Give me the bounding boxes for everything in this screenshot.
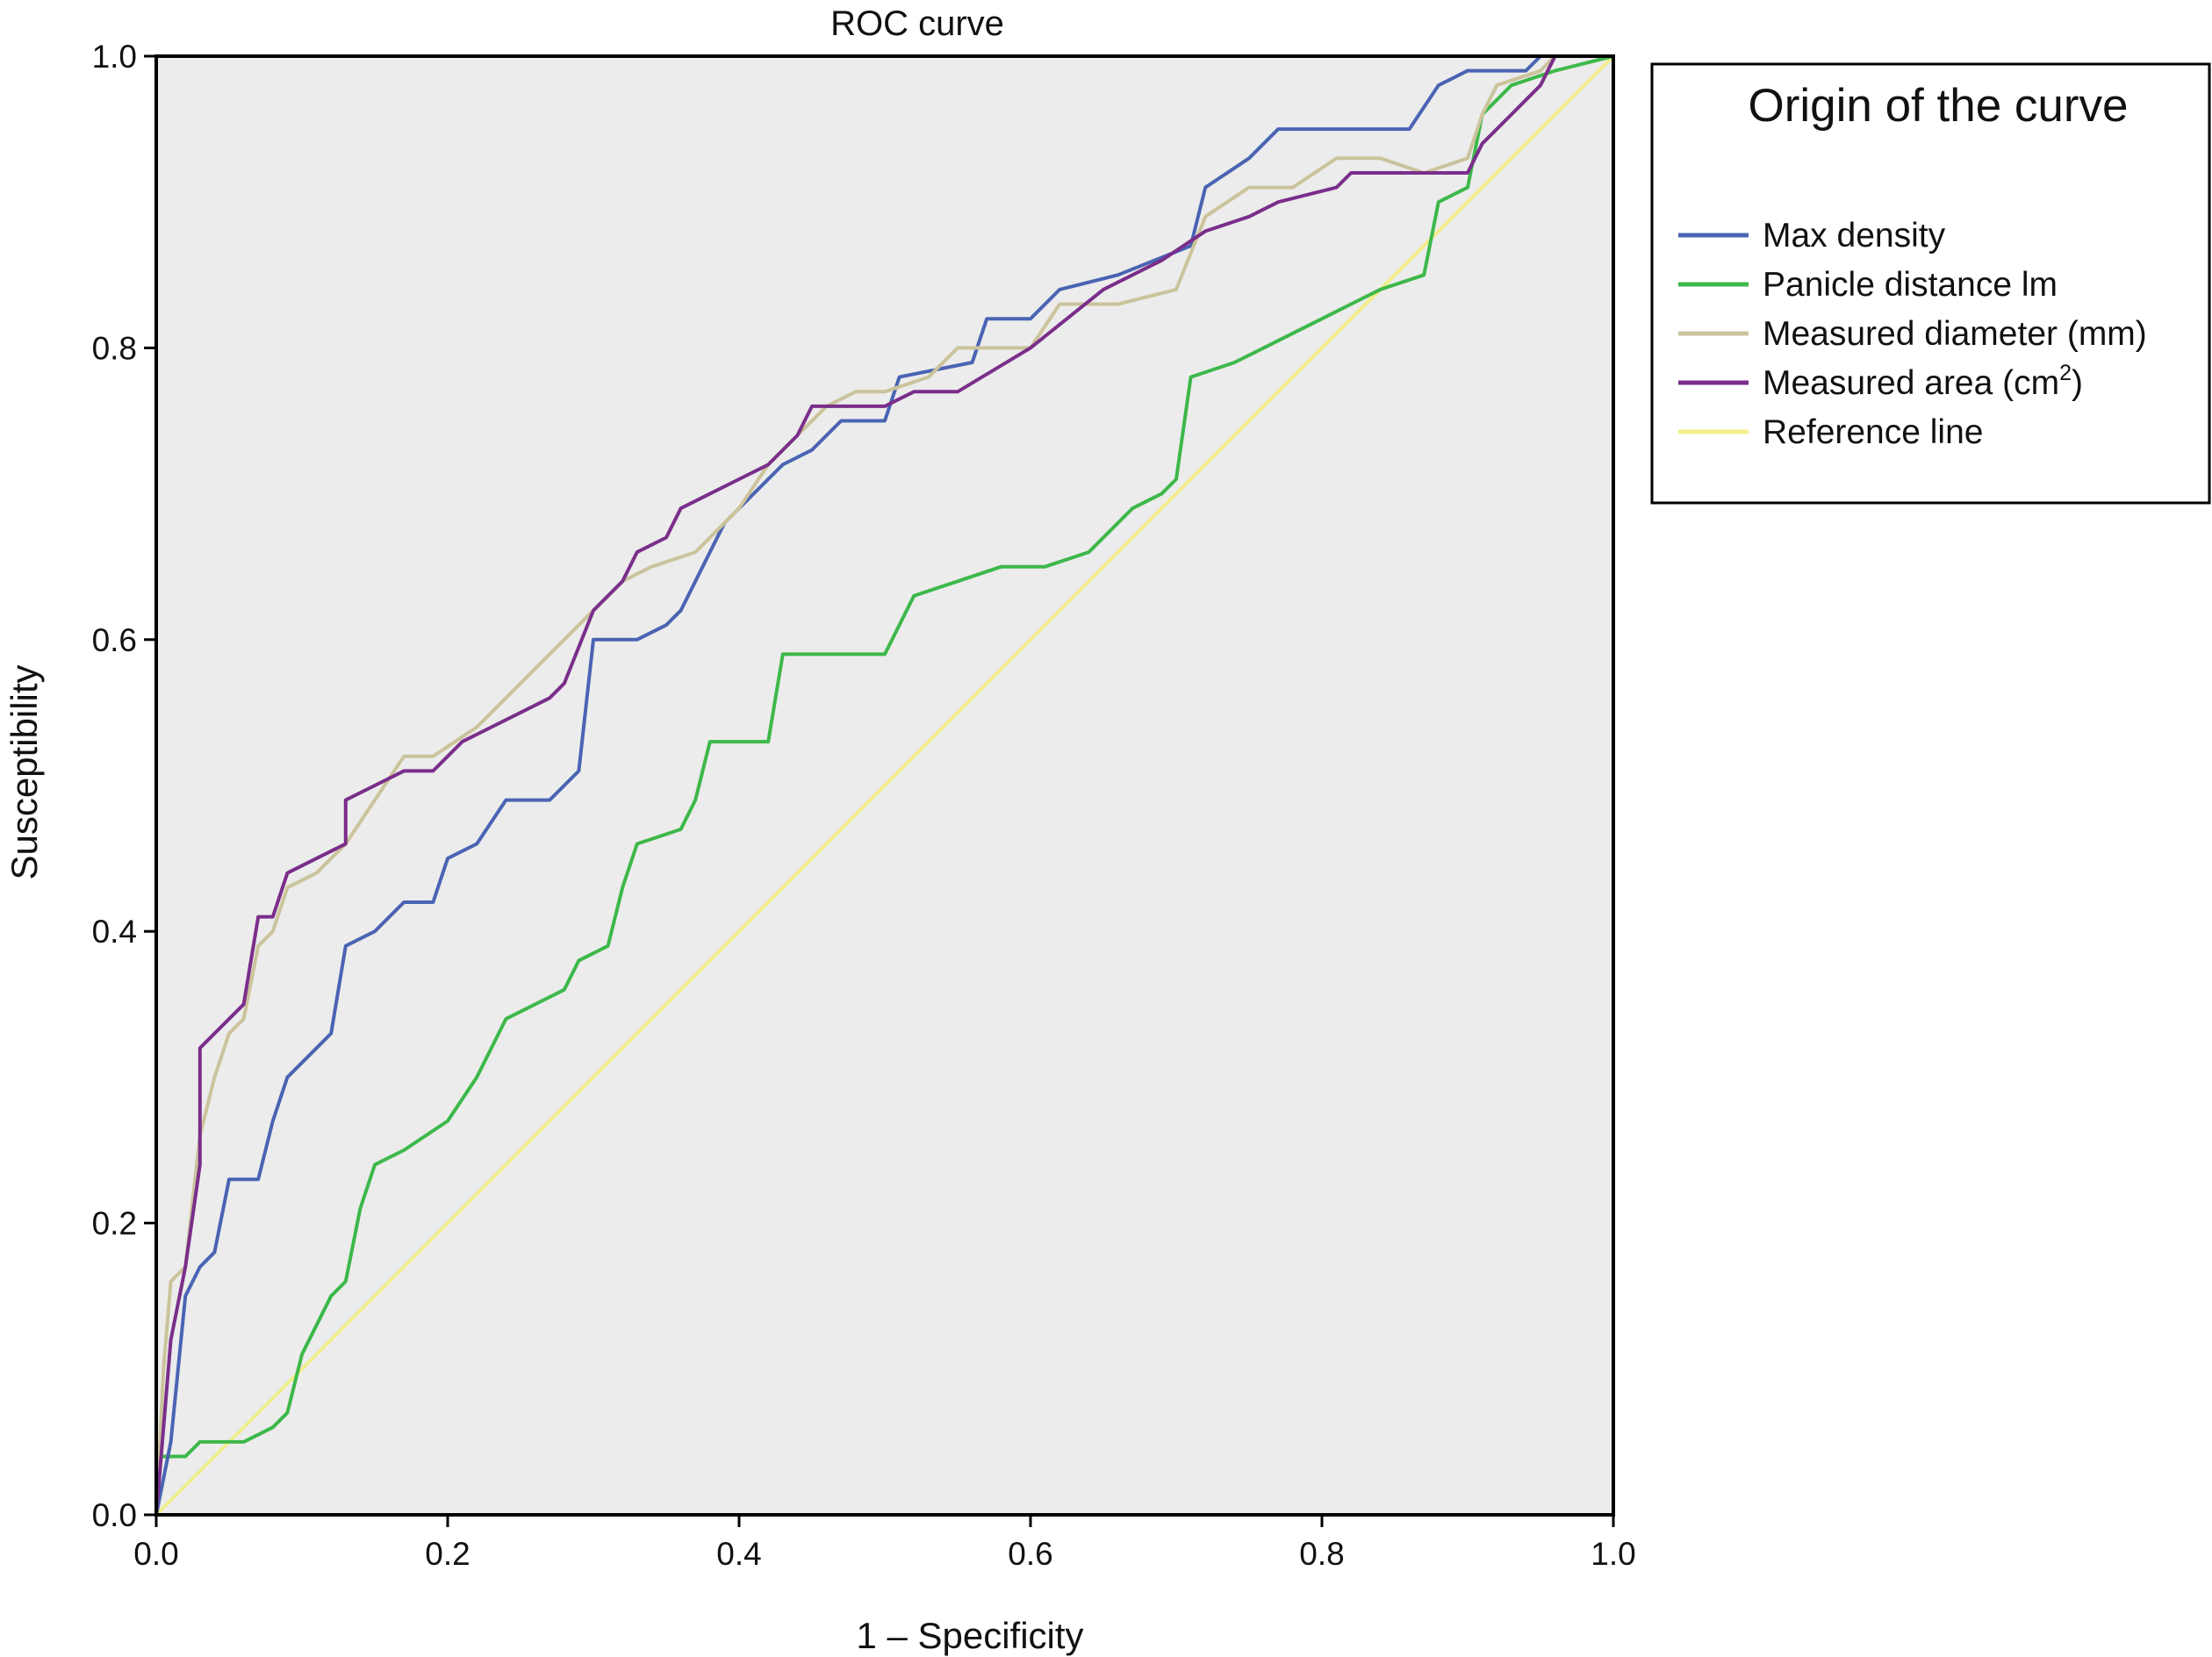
y-tick-label: 0.2 — [92, 1206, 137, 1242]
y-tick-label: 0.6 — [92, 622, 137, 658]
legend-label: Max density — [1763, 217, 1946, 255]
legend-label: Reference line — [1763, 413, 1983, 451]
y-axis-title: Susceptibility — [4, 664, 45, 879]
series-line-measured-diameter-mm — [154, 54, 1613, 1516]
legend-label: Measured area (cm2) — [1763, 361, 2083, 402]
y-tick-label: 1.0 — [92, 39, 137, 75]
legend-label: Measured diameter (mm) — [1763, 315, 2147, 353]
series-line-reference-line — [154, 54, 1615, 1517]
series-layer — [154, 54, 1615, 1517]
x-tick-label: 1.0 — [1591, 1536, 1635, 1572]
x-tick-label: 0.6 — [1008, 1536, 1052, 1572]
x-axis-title: 1 – Specificity — [856, 1615, 1083, 1656]
plot-frame — [154, 54, 1615, 1517]
x-tick-label: 0.8 — [1299, 1536, 1344, 1572]
legend: Origin of the curve Max density Panicle d… — [1650, 62, 2211, 505]
x-tick-label: 0.2 — [425, 1536, 470, 1572]
legend-title: Origin of the curve — [1748, 80, 2128, 132]
chart-title: ROC curve — [830, 4, 1004, 43]
series-line-max-density — [154, 54, 1613, 1516]
x-tick-label: 0.0 — [133, 1536, 178, 1572]
y-tick-label: 0.4 — [92, 914, 137, 950]
series-line-panicle-distance-lm — [154, 54, 1614, 1515]
y-tick-label: 0.0 — [92, 1497, 137, 1533]
y-tick-label: 0.8 — [92, 330, 137, 366]
series-line-measured-area-cm2 — [154, 54, 1613, 1516]
legend-label: Panicle distance lm — [1763, 266, 2058, 304]
legend-items: Max density Panicle distance lm Measured d… — [1678, 217, 2147, 451]
ticks-layer: 0.0 0.2 0.4 0.6 0.8 1.0 0.0 0.2 0.4 0.6 0.8 1.0 — [92, 39, 1636, 1572]
x-tick-label: 0.4 — [716, 1536, 761, 1572]
